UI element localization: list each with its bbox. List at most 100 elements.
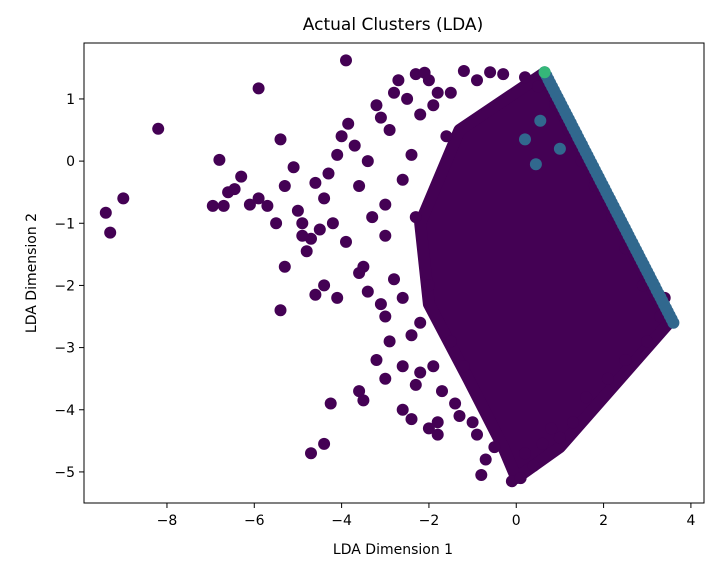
x-tick-label: −6 (244, 513, 265, 529)
cluster-0-point (331, 148, 344, 161)
cluster-0-point (152, 122, 165, 135)
cluster-0-point (457, 65, 470, 77)
cluster-0-point (374, 111, 387, 124)
cluster-0-point (641, 335, 654, 348)
cluster-0-point (305, 447, 317, 460)
cluster-0-point (353, 385, 366, 398)
cluster-0-point (117, 192, 130, 205)
cluster-0-point (422, 74, 435, 87)
cluster-0-point (484, 66, 497, 79)
cluster-0-point (466, 416, 479, 429)
cluster-0-point (392, 74, 405, 87)
cluster-0-point (409, 68, 422, 81)
cluster-1-point (667, 316, 680, 329)
cluster-0-point (383, 335, 396, 348)
cluster-0-point (545, 422, 558, 435)
cluster-0-point (601, 372, 614, 385)
cluster-0-point (396, 360, 409, 373)
cluster-0-point (252, 82, 265, 95)
cluster-0-point (379, 198, 392, 211)
cluster-0-point (479, 453, 492, 466)
cluster-0-point (414, 366, 427, 379)
cluster-0-point (322, 167, 335, 180)
cluster-0-point (331, 291, 344, 304)
cluster-0-point (366, 211, 379, 224)
cluster-0-point (342, 117, 355, 130)
cluster-0-point (318, 192, 331, 205)
cluster-0-point (536, 437, 549, 450)
cluster-0-point (553, 431, 566, 444)
cluster-0-point (383, 124, 396, 136)
cluster-2-point (538, 66, 551, 79)
y-tick-label: −1 (54, 216, 75, 232)
cluster-0-point (497, 68, 510, 81)
cluster-0-point (318, 279, 331, 292)
cluster-0-point (475, 469, 488, 481)
cluster-0-point (353, 180, 366, 192)
cluster-0-point (274, 133, 287, 146)
y-axis-label: LDA Dimension 2 (24, 213, 40, 333)
cluster-0-point (431, 86, 444, 99)
cluster-0-point (206, 199, 219, 212)
cluster-0-point (296, 229, 309, 242)
cluster-0-point (309, 288, 322, 301)
cluster-0-point (567, 416, 579, 429)
cluster-0-point (313, 223, 326, 236)
cluster-0-point (409, 211, 422, 224)
cluster-0-point (340, 235, 352, 248)
cluster-0-point (374, 298, 387, 311)
cluster-0-point (449, 397, 462, 410)
cluster-0-point (379, 310, 392, 323)
y-axis-ticks: 1 0 −1 −2 −3 −4 −5 (54, 92, 84, 481)
cluster-0-point (228, 183, 241, 196)
cluster-0-point (300, 245, 313, 258)
cluster-0-point (440, 130, 453, 143)
cluster-0-point (436, 385, 448, 398)
cluster-0-point (457, 360, 470, 373)
x-tick-label: 2 (599, 513, 608, 529)
cluster-0-point (444, 335, 457, 348)
cluster-0-point (405, 413, 418, 426)
x-axis-label: LDA Dimension 1 (333, 542, 453, 558)
cluster-0-point (296, 217, 309, 230)
cluster-0-point (414, 108, 427, 121)
cluster-0-point (278, 180, 291, 192)
x-tick-label: −2 (419, 513, 440, 529)
y-tick-label: 1 (66, 92, 75, 108)
cluster-0-point (580, 391, 593, 404)
cluster-0-point (401, 92, 414, 105)
cluster-0-point (396, 403, 409, 416)
cluster-0-point (353, 267, 366, 279)
cluster-0-point (514, 472, 527, 485)
x-tick-label: 0 (512, 513, 521, 529)
cluster-0-point (370, 354, 383, 366)
cluster-0-point (396, 291, 409, 304)
x-tick-label: −8 (157, 513, 178, 529)
cluster-0-point (243, 198, 256, 211)
cluster-0-point (396, 173, 409, 186)
cluster-0-point (431, 428, 444, 441)
cluster-0-point (99, 206, 112, 219)
cluster-0-point (235, 170, 248, 183)
cluster-0-point (370, 99, 383, 112)
cluster-1-point (519, 133, 531, 146)
cluster-0-point (252, 192, 265, 205)
cluster-0-point (309, 176, 322, 189)
cluster-0-point (427, 99, 440, 112)
cluster-0-point (104, 226, 117, 239)
cluster-0-point (422, 279, 435, 292)
cluster-0-point (532, 80, 545, 93)
cluster-0-point (274, 304, 287, 317)
cluster-0-point (278, 260, 291, 273)
cluster-0-point (270, 217, 283, 230)
chart-title: Actual Clusters (LDA) (303, 15, 483, 35)
cluster-0-point (324, 397, 337, 410)
cluster-0-point (261, 199, 274, 212)
cluster-0-point (409, 378, 422, 391)
cluster-1-point (529, 158, 542, 171)
cluster-0-point (335, 130, 348, 143)
cluster-0-point (444, 86, 457, 99)
plot-frame (83, 42, 705, 504)
cluster-0-point (427, 360, 440, 373)
